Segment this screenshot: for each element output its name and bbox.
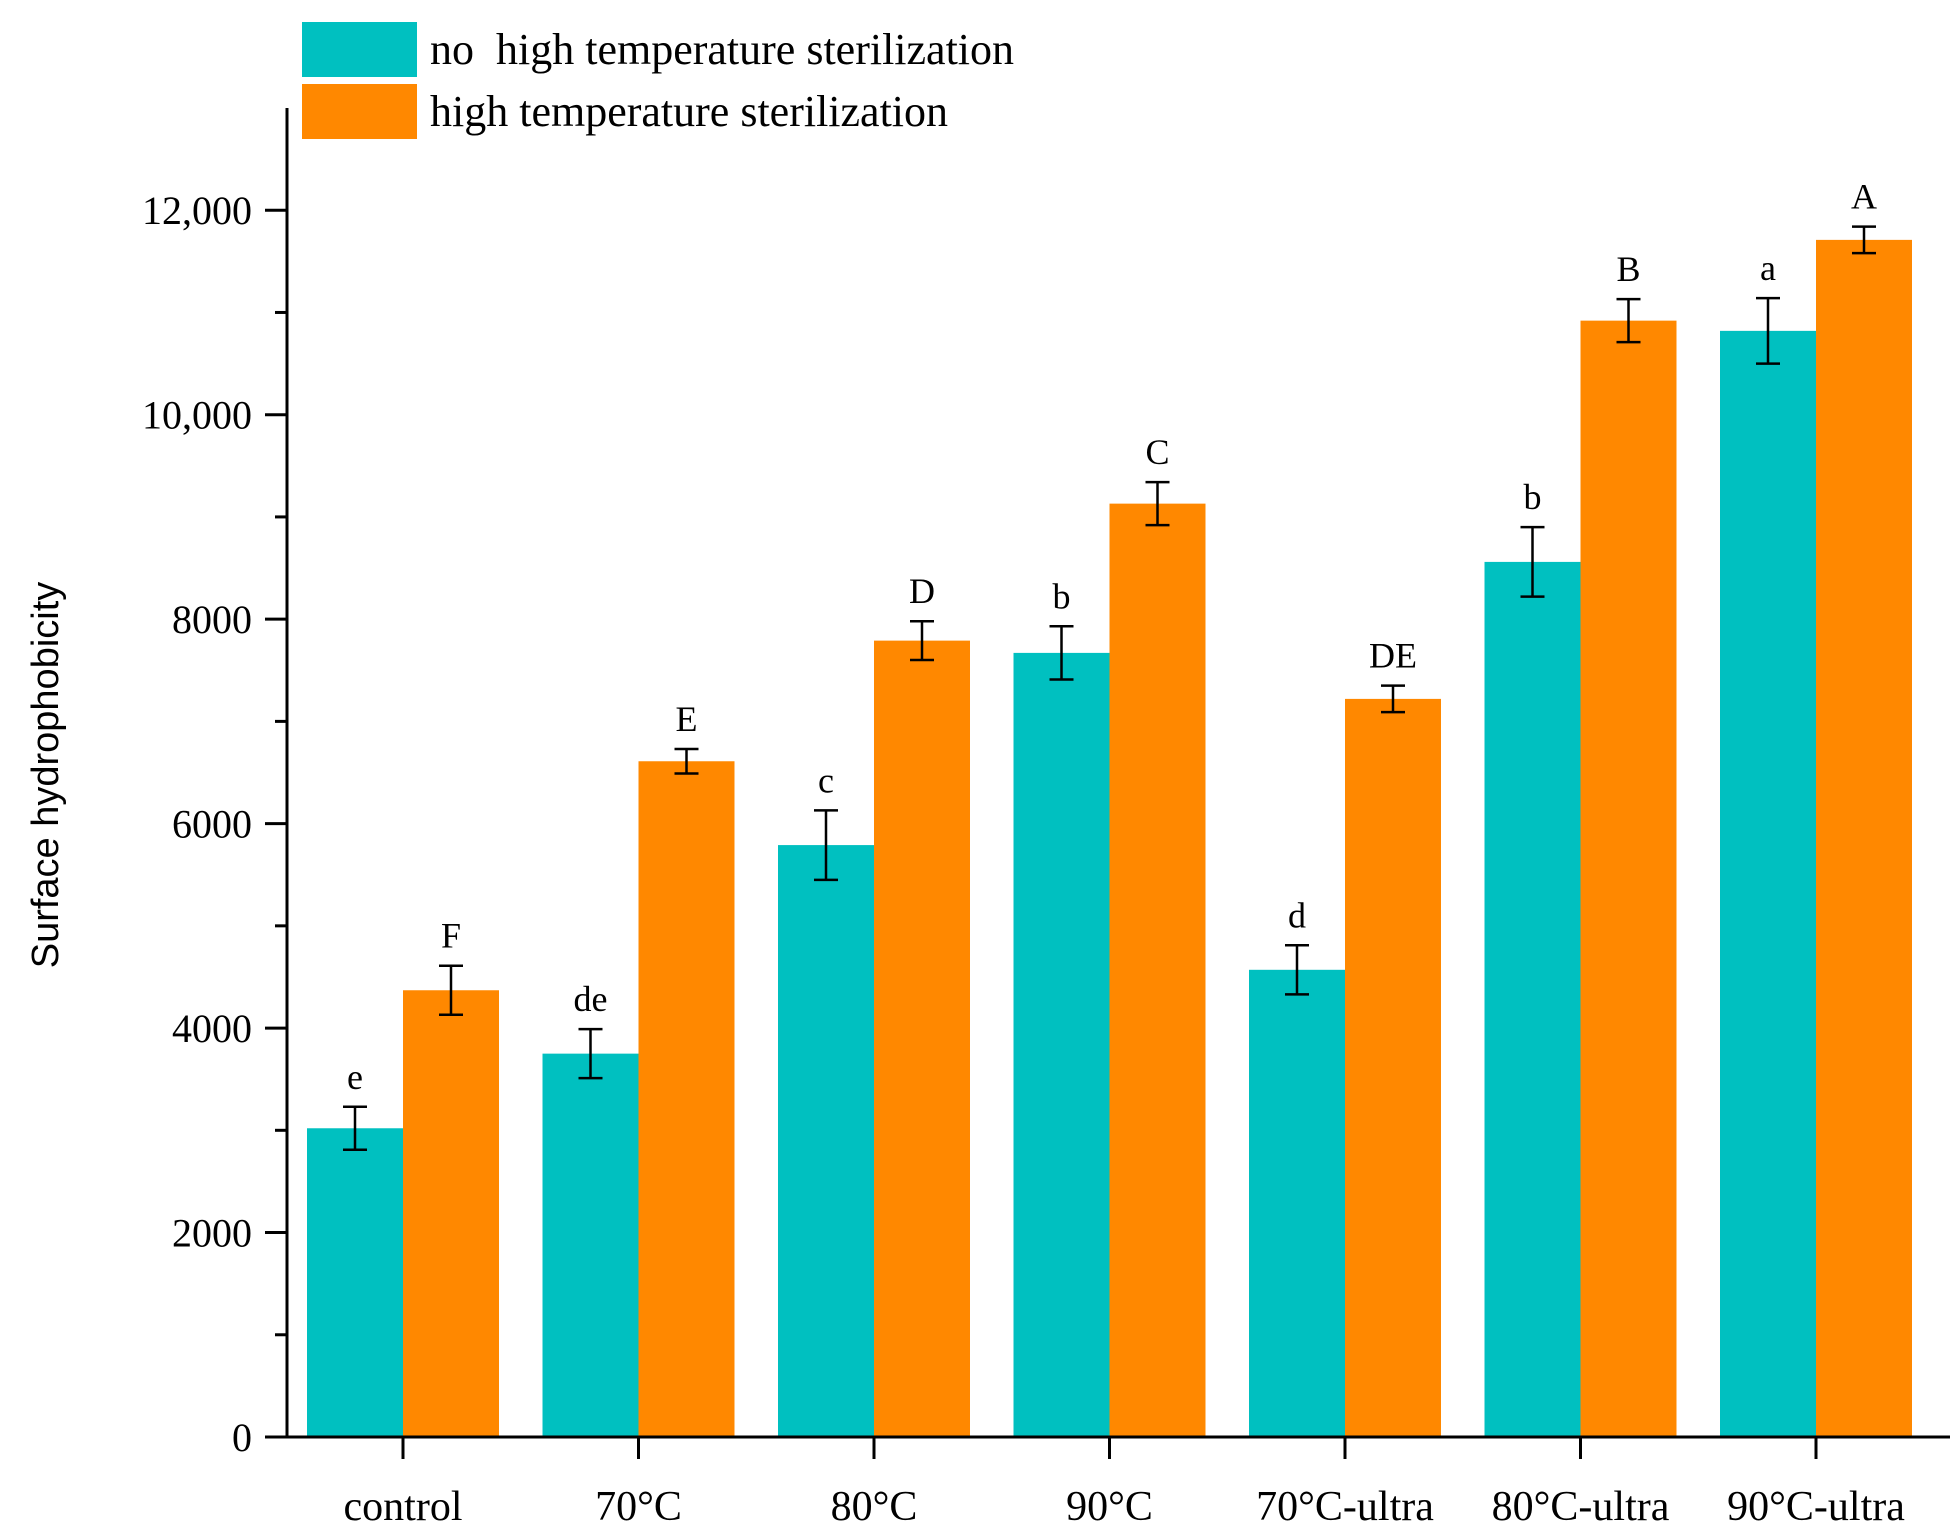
- x-tick-label: 70°C-ultra: [1256, 1484, 1434, 1530]
- error-bar: [1285, 944, 1309, 996]
- bar-no-sterilization-0: [307, 1128, 403, 1437]
- significance-letter: a: [1760, 248, 1776, 288]
- legend-label-sterilization: high temperature sterilization: [430, 87, 948, 136]
- significance-letter: F: [441, 916, 461, 956]
- significance-letter: b: [1053, 576, 1071, 616]
- y-tick-label: 6000: [172, 802, 252, 847]
- bar-no-sterilization-3: [1013, 652, 1110, 1437]
- error-bar: [1145, 480, 1170, 527]
- x-tick-label: 90°C-ultra: [1727, 1484, 1905, 1530]
- significance-letter: D: [909, 571, 935, 611]
- y-axis-title: Surface hydrophobicity: [25, 582, 67, 969]
- error-bar: [1381, 684, 1405, 714]
- significance-letter: de: [574, 979, 608, 1019]
- y-tick-label: 12,000: [142, 188, 252, 233]
- error-bar: [1520, 525, 1545, 598]
- y-tick-label: 0: [232, 1415, 252, 1460]
- error-bar: [1616, 297, 1641, 344]
- bars: [307, 239, 1912, 1438]
- error-bar: [674, 747, 699, 775]
- bar-no-sterilization-2: [778, 845, 874, 1437]
- error-bar: [439, 964, 463, 1017]
- significance-letter: E: [676, 699, 698, 739]
- x-tick-label: 80°C-ultra: [1492, 1484, 1670, 1530]
- bar-sterilization-2: [874, 640, 970, 1437]
- x-tick-label: 80°C: [831, 1484, 918, 1530]
- significance-letters: e Fde Ec D b Cd DE b B a A: [347, 177, 1877, 1097]
- bar-no-sterilization-6: [1720, 330, 1816, 1438]
- y-tick-label: 8000: [172, 597, 252, 642]
- error-bar: [343, 1105, 367, 1151]
- x-tick-label: 90°C: [1066, 1484, 1153, 1530]
- significance-letter: d: [1288, 895, 1306, 935]
- legend-label-no-sterilization: no high temperature sterilization: [430, 25, 1014, 74]
- legend-swatch-no-sterilization: [302, 22, 417, 77]
- bar-no-sterilization-5: [1484, 561, 1581, 1437]
- legend-swatch-sterilization: [302, 84, 417, 139]
- error-bar: [814, 809, 838, 882]
- error-bar: [578, 1027, 603, 1080]
- error-bars: [343, 225, 1876, 1151]
- error-bar: [1852, 225, 1876, 255]
- bar-sterilization-0: [403, 990, 499, 1437]
- significance-letter: A: [1851, 177, 1877, 217]
- error-bar: [1049, 625, 1074, 681]
- significance-letter: B: [1616, 249, 1640, 289]
- bar-sterilization-5: [1580, 320, 1677, 1437]
- significance-letter: C: [1145, 432, 1169, 472]
- bar-sterilization-1: [638, 761, 735, 1437]
- y-tick-label: 10,000: [142, 393, 252, 438]
- y-tick-label: 4000: [172, 1006, 252, 1051]
- bar-sterilization-6: [1816, 239, 1912, 1437]
- axes: control 70°C 80°C 90°C 70°C-ultra 80°C-ultra 9…: [142, 108, 1950, 1530]
- significance-letter: DE: [1369, 636, 1417, 676]
- y-tick-label: 2000: [172, 1211, 252, 1256]
- significance-letter: b: [1524, 477, 1542, 517]
- bar-no-sterilization-4: [1249, 969, 1345, 1437]
- error-bar: [1756, 296, 1780, 365]
- significance-letter: e: [347, 1057, 363, 1097]
- error-bar: [910, 619, 934, 662]
- bar-sterilization-4: [1345, 698, 1441, 1437]
- legend: no high temperature sterilization high t…: [302, 22, 1014, 139]
- significance-letter: c: [818, 760, 834, 800]
- bar-sterilization-3: [1109, 503, 1206, 1438]
- bar-no-sterilization-1: [542, 1053, 639, 1437]
- x-tick-label: 70°C: [595, 1484, 682, 1530]
- x-tick-label: control: [344, 1484, 463, 1530]
